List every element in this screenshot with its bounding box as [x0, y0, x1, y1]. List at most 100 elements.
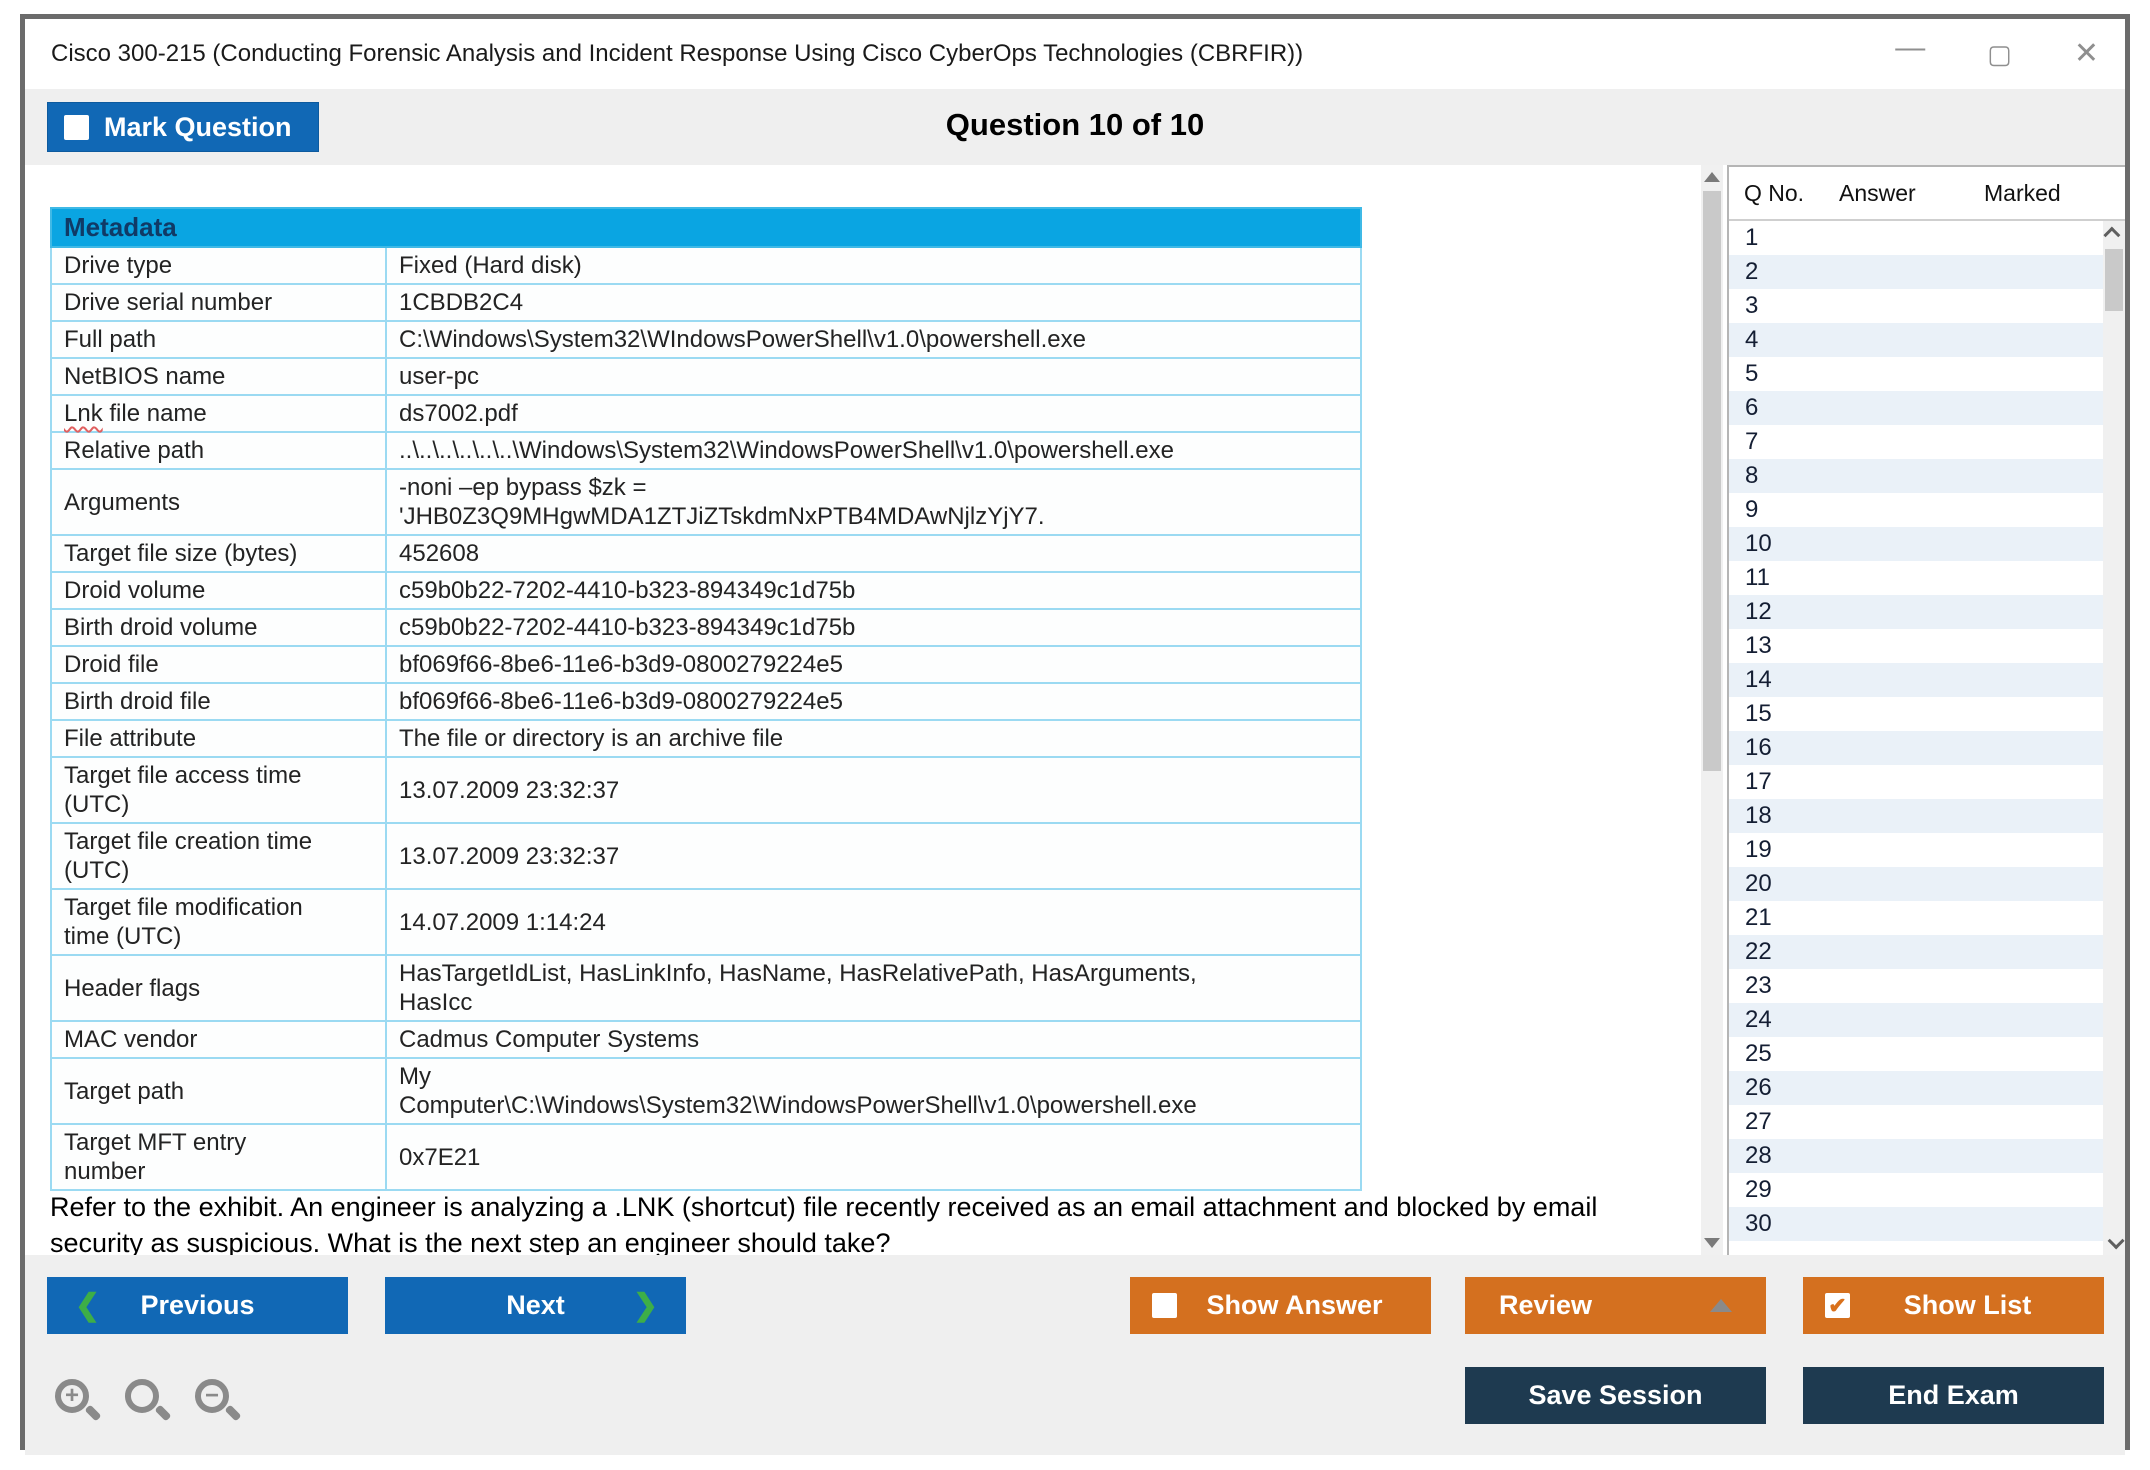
metadata-value: ds7002.pdf: [385, 394, 1362, 433]
next-button[interactable]: Next ❯: [385, 1277, 686, 1334]
question-list-item[interactable]: 19: [1729, 833, 2103, 867]
question-list-rows: 1 2 3 4 5 6 7: [1729, 221, 2103, 1255]
question-list-item[interactable]: 27: [1729, 1105, 2103, 1139]
main-area: Metadata Drive type Fixed (Hard disk) Dr…: [25, 165, 2125, 1255]
question-list-item[interactable]: 2: [1729, 255, 2103, 289]
question-number: 25: [1745, 1040, 1772, 1067]
question-list-item[interactable]: 9: [1729, 493, 2103, 527]
scroll-up-icon[interactable]: [1701, 165, 1723, 189]
close-icon[interactable]: ✕: [2073, 37, 2099, 70]
content-scrollbar[interactable]: [1701, 165, 1723, 1255]
column-marked: Marked: [1984, 179, 2061, 206]
metadata-label: Birth droid file: [50, 682, 387, 721]
zoom-tools: + −: [53, 1377, 245, 1429]
metadata-value: 0x7E21: [385, 1123, 1362, 1191]
minimize-icon[interactable]: —: [1895, 31, 1926, 64]
list-scroll-down-icon[interactable]: [2103, 1231, 2125, 1255]
metadata-label: MAC vendor: [50, 1020, 387, 1059]
mark-question-button[interactable]: Mark Question: [47, 102, 319, 152]
metadata-row: Relative path ..\..\..\..\..\..\Windows\…: [50, 431, 1362, 470]
metadata-label: Drive serial number: [50, 283, 387, 322]
column-qno: Q No.: [1744, 179, 1805, 206]
question-number: 27: [1745, 1108, 1772, 1135]
question-list-item[interactable]: 8: [1729, 459, 2103, 493]
question-list-item[interactable]: 21: [1729, 901, 2103, 935]
question-list-item[interactable]: 26: [1729, 1071, 2103, 1105]
show-answer-button[interactable]: Show Answer: [1130, 1277, 1431, 1334]
question-list-item[interactable]: 30: [1729, 1207, 2103, 1241]
question-list-item[interactable]: 6: [1729, 391, 2103, 425]
question-number: 30: [1745, 1210, 1772, 1237]
question-number: 4: [1745, 326, 1759, 353]
question-number: 22: [1745, 938, 1772, 965]
question-list-item[interactable]: 25: [1729, 1037, 2103, 1071]
metadata-label: Target MFT entry number: [50, 1123, 387, 1191]
scroll-down-icon[interactable]: [1701, 1231, 1723, 1255]
question-number: 14: [1745, 666, 1772, 693]
previous-button[interactable]: ❮ Previous: [47, 1277, 348, 1334]
metadata-label: Full path: [50, 320, 387, 359]
question-number: 8: [1745, 462, 1759, 489]
save-session-label: Save Session: [1528, 1380, 1703, 1410]
titlebar: Cisco 300-215 (Conducting Forensic Analy…: [25, 19, 2125, 89]
maximize-icon[interactable]: ▢: [1987, 39, 2012, 69]
content-scrollbar-thumb[interactable]: [1703, 191, 1721, 771]
question-list-item[interactable]: 22: [1729, 935, 2103, 969]
end-exam-button[interactable]: End Exam: [1803, 1367, 2104, 1424]
list-scroll-up-icon[interactable]: [2103, 221, 2125, 245]
question-list-item[interactable]: 13: [1729, 629, 2103, 663]
question-list-item[interactable]: 12: [1729, 595, 2103, 629]
review-button[interactable]: Review: [1465, 1277, 1766, 1334]
question-list-item[interactable]: 15: [1729, 697, 2103, 731]
mark-question-checkbox[interactable]: [64, 114, 89, 140]
question-number: 9: [1745, 496, 1759, 523]
question-list-item[interactable]: 3: [1729, 289, 2103, 323]
metadata-value: c59b0b22-7202-4410-b323-894349c1d75b: [385, 608, 1362, 647]
metadata-row: Drive serial number 1CBDB2C4: [50, 283, 1362, 322]
show-list-checkbox[interactable]: ✔: [1825, 1293, 1850, 1318]
question-list-item[interactable]: 7: [1729, 425, 2103, 459]
question-list-item[interactable]: 24: [1729, 1003, 2103, 1037]
question-number: 18: [1745, 802, 1772, 829]
question-number: 2: [1745, 258, 1759, 285]
question-list-item[interactable]: 16: [1729, 731, 2103, 765]
question-list-item[interactable]: 18: [1729, 799, 2103, 833]
zoom-out-icon[interactable]: −: [193, 1377, 245, 1429]
metadata-row: File attribute The file or directory is …: [50, 719, 1362, 758]
metadata-label: Arguments: [50, 468, 387, 536]
question-list-item[interactable]: 29: [1729, 1173, 2103, 1207]
question-list-item[interactable]: 23: [1729, 969, 2103, 1003]
question-list-item[interactable]: 17: [1729, 765, 2103, 799]
question-list-item[interactable]: 5: [1729, 357, 2103, 391]
question-list-item[interactable]: 28: [1729, 1139, 2103, 1173]
metadata-value: Cadmus Computer Systems: [385, 1020, 1362, 1059]
zoom-in-icon[interactable]: +: [53, 1377, 105, 1429]
metadata-row: Target file creation time (UTC) 13.07.20…: [50, 822, 1362, 890]
metadata-row: Target file access time (UTC) 13.07.2009…: [50, 756, 1362, 824]
question-text: Refer to the exhibit. An engineer is ana…: [50, 1192, 1598, 1255]
metadata-row: Droid file bf069f66-8be6-11e6-b3d9-08002…: [50, 645, 1362, 684]
save-session-button[interactable]: Save Session: [1465, 1367, 1766, 1424]
question-list-item[interactable]: 1: [1729, 221, 2103, 255]
previous-label: Previous: [140, 1290, 255, 1320]
list-scrollbar-thumb[interactable]: [2105, 249, 2123, 311]
question-list-header: Q No. Answer Marked: [1729, 167, 2125, 221]
question-number: 17: [1745, 768, 1772, 795]
question-number: 7: [1745, 428, 1759, 455]
question-list-item[interactable]: 14: [1729, 663, 2103, 697]
question-number: 20: [1745, 870, 1772, 897]
list-scrollbar[interactable]: [2103, 221, 2125, 1255]
question-list-item[interactable]: 4: [1729, 323, 2103, 357]
question-list-item[interactable]: 11: [1729, 561, 2103, 595]
metadata-label: Header flags: [50, 954, 387, 1022]
show-list-button[interactable]: ✔ Show List: [1803, 1277, 2104, 1334]
show-answer-checkbox[interactable]: [1152, 1293, 1177, 1318]
app-window: Cisco 300-215 (Conducting Forensic Analy…: [20, 14, 2130, 1455]
metadata-value: The file or directory is an archive file: [385, 719, 1362, 758]
metadata-value: bf069f66-8be6-11e6-b3d9-0800279224e5: [385, 645, 1362, 684]
question-list-item[interactable]: 10: [1729, 527, 2103, 561]
question-list-item[interactable]: 20: [1729, 867, 2103, 901]
show-list-label: Show List: [1903, 1290, 2032, 1320]
magnifier-icon[interactable]: [123, 1377, 175, 1429]
metadata-value: Fixed (Hard disk): [385, 246, 1362, 285]
